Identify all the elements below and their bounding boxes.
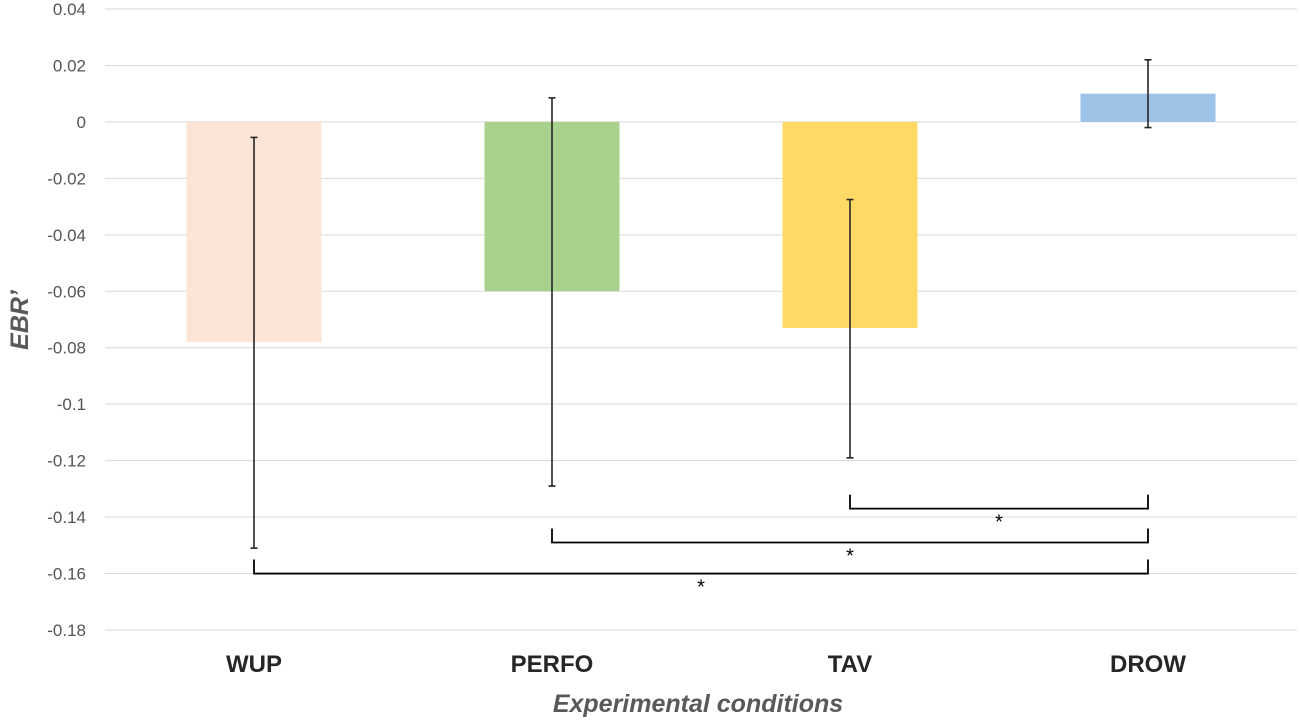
bracket-line [551,528,1149,544]
significance-bracket-perfo-drow: * [551,528,1149,567]
x-axis-categories: WUP PERFO TAV DROW [226,651,1186,678]
y-tick-label: 0.04 [53,0,86,19]
error-bar-drow [1144,59,1152,129]
y-tick-label: -0.06 [47,282,86,301]
y-tick-label: -0.08 [47,339,86,358]
significance-star: * [697,577,705,599]
category-label-perfo: PERFO [511,651,594,678]
bars [186,93,1216,343]
y-tick-label: -0.1 [57,395,86,414]
significance-bracket-wup-drow: * [253,559,1149,599]
significance-star: * [846,545,854,567]
significance-bracket-tav-drow: * [849,494,1149,534]
error-bar-perfo [548,97,556,487]
y-tick-label: -0.02 [47,169,86,188]
y-tick-label: -0.04 [47,226,86,245]
y-axis-ticks: 0.04 0.02 0 -0.02 -0.04 -0.06 -0.08 -0.1 -0.12 -0… [47,0,86,640]
y-tick-label: 0 [77,113,86,132]
y-tick-label: -0.18 [47,621,86,640]
error-bar-wup [250,136,258,549]
y-axis-title: EBR’ [6,289,34,350]
y-tick-label: -0.12 [47,452,86,471]
bracket-line [849,494,1149,510]
category-label-wup: WUP [226,651,282,678]
y-tick-label: 0.02 [53,56,86,75]
y-tick-label: -0.14 [47,508,86,527]
significance-brackets: * * * [253,494,1149,599]
bracket-line [253,559,1149,575]
category-label-tav: TAV [828,651,872,678]
significance-star: * [995,512,1003,534]
x-axis-title: Experimental conditions [553,690,843,718]
y-tick-label: -0.16 [47,565,86,584]
category-label-drow: DROW [1110,651,1186,678]
error-bars [250,59,1152,549]
error-bar-tav [846,198,854,459]
